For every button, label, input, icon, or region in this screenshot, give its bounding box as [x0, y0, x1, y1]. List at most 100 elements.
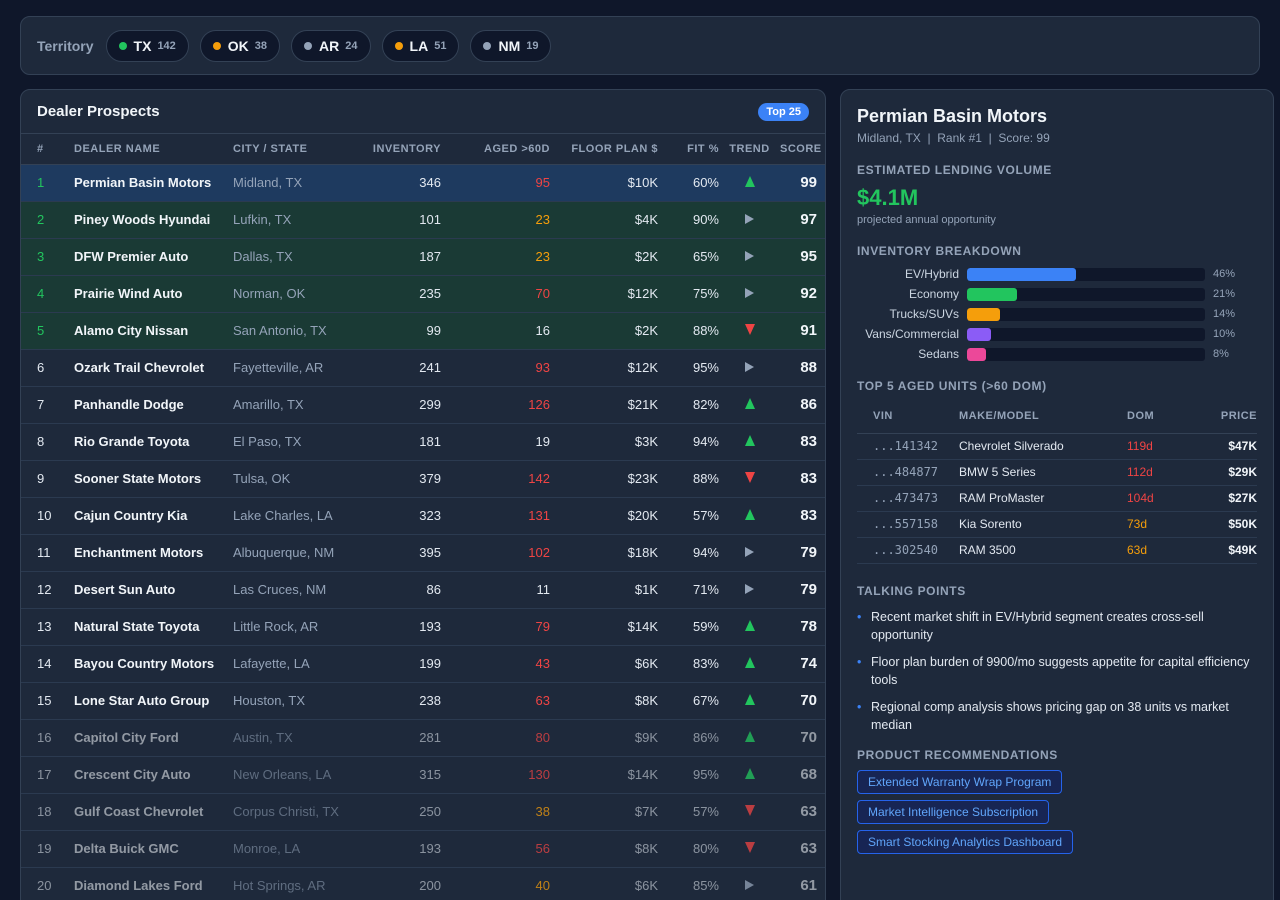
top-badge[interactable]: Top 25	[758, 102, 809, 121]
aged-unit-price: $29K	[1228, 465, 1257, 479]
aged-unit-row[interactable]: ...484877 BMW 5 Series 112d $29K	[857, 459, 1257, 485]
row-dealer-name: Alamo City Nissan	[74, 323, 189, 338]
territory-chip-la[interactable]: LA 51	[381, 29, 460, 62]
inventory-bar-fill	[967, 307, 1001, 321]
row-rank: 4	[37, 286, 45, 301]
table-row[interactable]: 4 Prairie Wind Auto Norman, OK 235 70 $12K 75%…	[21, 275, 825, 312]
trend-down-icon	[744, 805, 755, 816]
table-row[interactable]: 5 Alamo City Nissan San Antonio, TX 99 16 $2K…	[21, 312, 825, 349]
row-aged: 130	[528, 767, 550, 782]
row-score: 83	[800, 433, 817, 450]
table-row[interactable]: 7 Panhandle Dodge Amarillo, TX 299 126 $21K 82…	[21, 386, 825, 423]
table-row[interactable]: 13 Natural State Toyota Little Rock, AR 193…	[21, 608, 825, 645]
row-trend	[719, 793, 780, 830]
table-row[interactable]: 18 Gulf Coast Chevrolet Corpus Christi, TX…	[21, 793, 825, 830]
table-row[interactable]: 15 Lone Star Auto Group Houston, TX 238 63 $8…	[21, 682, 825, 719]
row-city: Amarillo, TX	[233, 397, 304, 412]
recommendation-tag[interactable]: Market Intelligence Subscription	[857, 799, 1050, 824]
row-trend	[719, 164, 780, 201]
territory-chip-ar[interactable]: AR 24	[291, 29, 371, 62]
row-inventory: 200	[419, 878, 441, 893]
row-aged: 93	[535, 360, 550, 375]
aged-unit-row[interactable]: ...557158 Kia Sorento 73d $50K	[857, 511, 1257, 537]
row-aged: 56	[535, 841, 550, 856]
inventory-bar-row: Sedans 8%	[857, 344, 1257, 364]
row-trend	[719, 719, 780, 756]
table-row[interactable]: 20 Diamond Lakes Ford Hot Springs, AR 200 40…	[21, 867, 825, 900]
col-dealer-name[interactable]: Dealer Name	[74, 134, 233, 165]
row-trend	[719, 682, 780, 719]
territory-chip-tx[interactable]: TX 142	[105, 29, 189, 62]
row-inventory: 241	[419, 360, 441, 375]
trend-flat-icon	[745, 251, 754, 261]
row-trend	[719, 608, 780, 645]
col-trend[interactable]: Trend	[719, 134, 780, 165]
table-row[interactable]: 3 DFW Premier Auto Dallas, TX 187 23 $2K 65% 95	[21, 238, 825, 275]
recommendation-tag[interactable]: Smart Stocking Analytics Dashboard	[857, 829, 1074, 854]
row-dealer-name: Panhandle Dodge	[74, 397, 184, 412]
col-rank[interactable]: #	[21, 134, 74, 165]
table-row[interactable]: 2 Piney Woods Hyundai Lufkin, TX 101 23 $4K 90…	[21, 201, 825, 238]
recommendation-tag[interactable]: Extended Warranty Wrap Program	[857, 769, 1063, 794]
territory-chip-ok[interactable]: OK 38	[199, 29, 281, 62]
trend-up-icon	[744, 731, 755, 742]
table-row[interactable]: 12 Desert Sun Auto Las Cruces, NM 86 11 $1K 71…	[21, 571, 825, 608]
col-city-state[interactable]: City / State	[233, 134, 361, 165]
col-fit[interactable]: Fit %	[658, 134, 719, 165]
table-row[interactable]: 1 Permian Basin Motors Midland, TX 346 95 $10…	[21, 164, 825, 201]
col-floor-plan[interactable]: Floor Plan $	[550, 134, 658, 165]
table-row[interactable]: 6 Ozark Trail Chevrolet Fayetteville, AR 24…	[21, 349, 825, 386]
aged-unit-row[interactable]: ...141342 Chevrolet Silverado 119d $47K	[857, 433, 1257, 459]
row-score: 91	[800, 322, 817, 339]
col-inventory[interactable]: Inventory	[361, 134, 451, 165]
talking-point-text: Recent market shift in EV/Hybrid segment…	[871, 609, 1204, 642]
aged-unit-row[interactable]: ...473473 RAM ProMaster 104d $27K	[857, 485, 1257, 511]
row-floor-plan: $8K	[634, 841, 658, 856]
row-dealer-name: Cajun Country Kia	[74, 508, 188, 523]
row-dealer-name: DFW Premier Auto	[74, 249, 189, 264]
table-row[interactable]: 14 Bayou Country Motors Lafayette, LA 199 43…	[21, 645, 825, 682]
row-fit: 88%	[692, 323, 719, 338]
table-row[interactable]: 10 Cajun Country Kia Lake Charles, LA 323 13…	[21, 497, 825, 534]
row-floor-plan: $9K	[634, 730, 658, 745]
inventory-bar-fill	[967, 347, 987, 361]
trend-flat-icon	[745, 880, 754, 890]
inventory-bar-label: Trucks/SUVs	[889, 307, 959, 321]
chip-count: 51	[434, 39, 447, 52]
row-floor-plan: $23K	[627, 471, 658, 486]
table-row[interactable]: 19 Delta Buick GMC Monroe, LA 193 56 $8K 80% 63	[21, 830, 825, 867]
table-row[interactable]: 11 Enchantment Motors Albuquerque, NM 395 10…	[21, 534, 825, 571]
talking-point-text: Floor plan burden of 9900/mo suggests ap…	[871, 654, 1250, 687]
row-floor-plan: $2K	[634, 323, 658, 338]
col-aged[interactable]: Aged >60D	[451, 134, 550, 165]
table-row[interactable]: 8 Rio Grande Toyota El Paso, TX 181 19 $3K 94%…	[21, 423, 825, 460]
prospects-title: Dealer Prospects	[37, 103, 160, 120]
aged-unit-row[interactable]: ...302540 RAM 3500 63d $49K	[857, 537, 1257, 563]
inventory-bar-fill	[967, 267, 1077, 281]
row-inventory: 250	[419, 804, 441, 819]
row-dealer-name: Diamond Lakes Ford	[74, 878, 203, 893]
row-aged: 16	[535, 323, 550, 338]
row-inventory: 99	[426, 323, 441, 338]
row-city: Monroe, LA	[233, 841, 301, 856]
table-row[interactable]: 17 Crescent City Auto New Orleans, LA 315 13…	[21, 756, 825, 793]
bullet-icon: •	[857, 699, 862, 714]
row-inventory: 187	[419, 249, 441, 264]
inventory-bar-pct: 8%	[1213, 348, 1229, 360]
row-floor-plan: $10K	[627, 175, 658, 190]
row-rank: 20	[37, 878, 52, 893]
table-row[interactable]: 9 Sooner State Motors Tulsa, OK 379 142 $23K 8…	[21, 460, 825, 497]
row-inventory: 193	[419, 841, 441, 856]
aged-unit-dom: 112d	[1127, 465, 1153, 479]
row-rank: 3	[37, 249, 45, 264]
row-dealer-name: Rio Grande Toyota	[74, 434, 190, 449]
table-row[interactable]: 16 Capitol City Ford Austin, TX 281 80 $9K 86%…	[21, 719, 825, 756]
row-aged: 63	[535, 693, 550, 708]
territory-chip-nm[interactable]: NM 19	[470, 29, 552, 62]
row-aged: 142	[528, 471, 550, 486]
talking-point: • Floor plan burden of 9900/mo suggests a…	[857, 653, 1257, 689]
row-fit: 57%	[692, 804, 719, 819]
row-aged: 38	[535, 804, 550, 819]
col-score[interactable]: Score	[780, 134, 825, 165]
row-rank: 17	[37, 767, 52, 782]
